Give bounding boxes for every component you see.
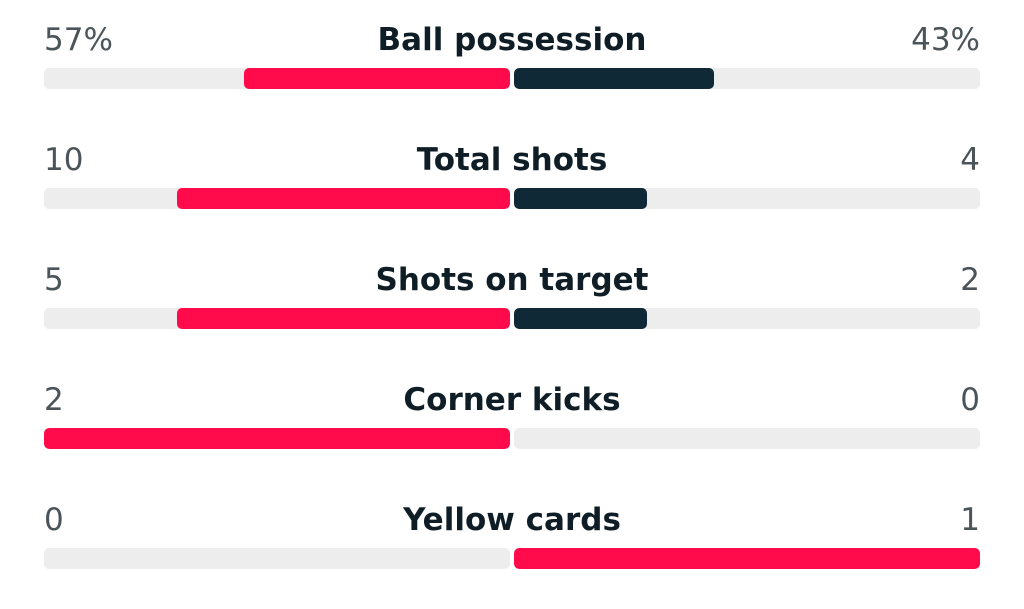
home-bar-track (44, 548, 510, 569)
stat-header: 57% Ball possession 43% (44, 20, 980, 60)
stat-label: Total shots (416, 142, 608, 178)
away-value: 4 (960, 142, 980, 178)
stat-bars (44, 308, 980, 329)
home-bar-fill (177, 308, 510, 329)
home-bar-track (44, 428, 510, 449)
away-bar-track (514, 68, 980, 89)
stat-header: 10 Total shots 4 (44, 140, 980, 180)
away-bar-fill (514, 68, 715, 89)
stat-label: Ball possession (377, 22, 647, 58)
stat-label: Corner kicks (403, 382, 621, 418)
home-value: 0 (44, 502, 64, 538)
stat-row-shots-on-target: 5 Shots on target 2 (44, 260, 980, 330)
away-value: 0 (960, 382, 980, 418)
away-bar-fill (514, 188, 648, 209)
stat-bars (44, 428, 980, 449)
away-value: 43% (911, 22, 980, 58)
stat-header: 2 Corner kicks 0 (44, 380, 980, 420)
away-bar-fill (514, 548, 980, 569)
stat-row-ball-possession: 57% Ball possession 43% (44, 20, 980, 90)
home-bar-track (44, 188, 510, 209)
stat-bars (44, 548, 980, 569)
stat-label: Yellow cards (403, 502, 621, 538)
home-value: 10 (44, 142, 84, 178)
stat-bars (44, 188, 980, 209)
stat-header: 0 Yellow cards 1 (44, 500, 980, 540)
stat-row-total-shots: 10 Total shots 4 (44, 140, 980, 210)
home-value: 57% (44, 22, 113, 58)
stat-row-corner-kicks: 2 Corner kicks 0 (44, 380, 980, 450)
home-value: 2 (44, 382, 64, 418)
home-bar-track (44, 68, 510, 89)
away-value: 1 (960, 502, 980, 538)
stat-bars (44, 68, 980, 89)
home-bar-fill (244, 68, 510, 89)
away-bar-track (514, 548, 980, 569)
stat-label: Shots on target (375, 262, 649, 298)
away-bar-track (514, 188, 980, 209)
home-value: 5 (44, 262, 64, 298)
home-bar-fill (177, 188, 510, 209)
stat-header: 5 Shots on target 2 (44, 260, 980, 300)
away-bar-track (514, 308, 980, 329)
away-bar-fill (514, 308, 648, 329)
home-bar-track (44, 308, 510, 329)
away-bar-track (514, 428, 980, 449)
stat-row-yellow-cards: 0 Yellow cards 1 (44, 500, 980, 570)
home-bar-fill (44, 428, 510, 449)
away-value: 2 (960, 262, 980, 298)
